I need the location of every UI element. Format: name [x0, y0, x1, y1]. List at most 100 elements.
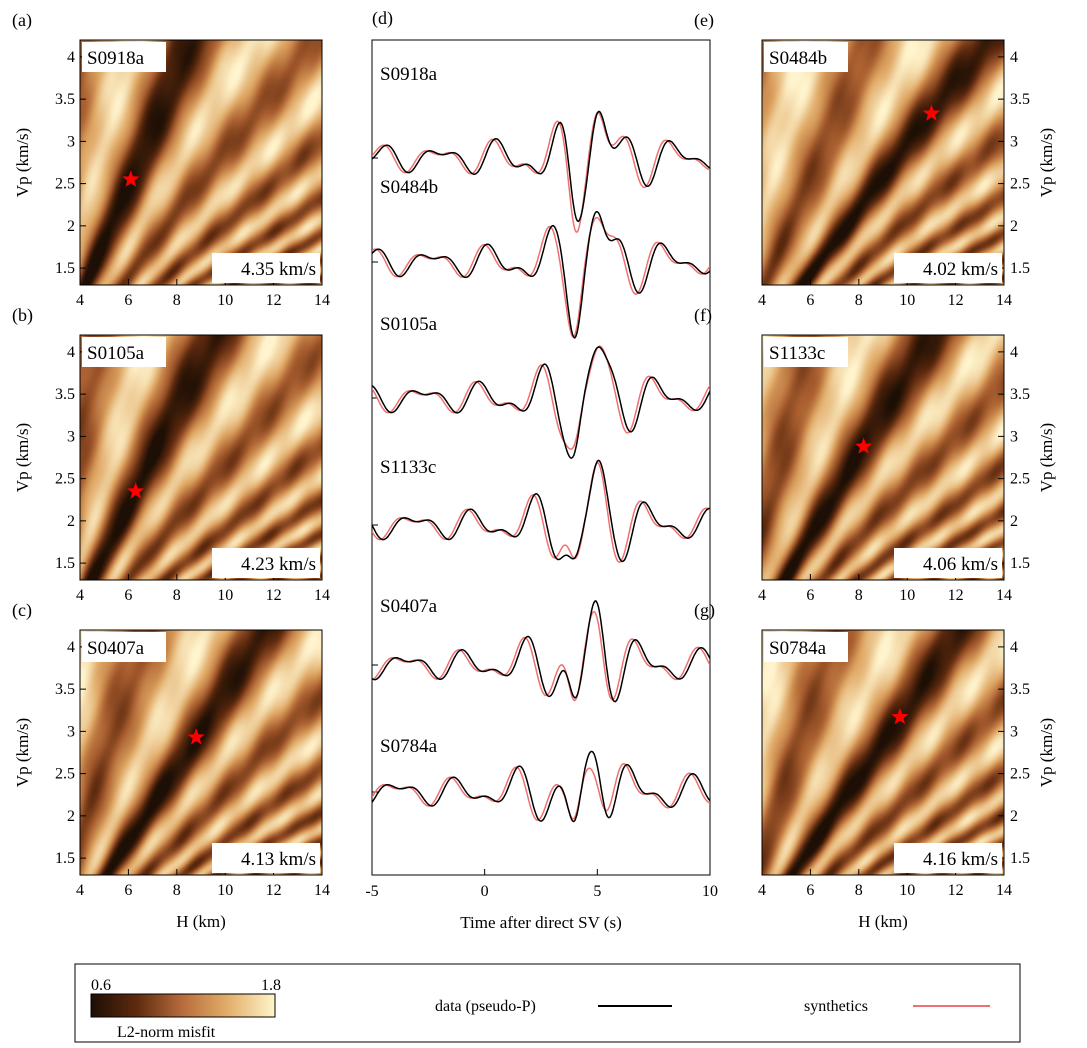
misfit-heatmap-g — [762, 630, 1004, 875]
panel-label-b: (b) — [12, 305, 33, 326]
x-tick-label: 14 — [996, 882, 1012, 899]
x-tick-label: 8 — [855, 292, 863, 309]
x-axis-label: H (km) — [176, 912, 226, 931]
event-name-box — [82, 632, 166, 662]
y-tick-label: 2 — [67, 808, 75, 825]
y-tick-label: 3.5 — [1010, 386, 1030, 403]
x-tick-label: 12 — [266, 587, 282, 604]
y-tick-label: 3.5 — [1010, 681, 1030, 698]
speed-value: 4.06 km/s — [923, 554, 998, 575]
panel-frame-f — [761, 334, 1005, 581]
synthetic-waveform — [372, 345, 710, 450]
x-axis-label: H (km) — [858, 912, 908, 931]
best-fit-star — [122, 170, 140, 187]
x-tick-label: 12 — [948, 882, 964, 899]
trace-S0784a: S0784a — [372, 736, 710, 823]
y-tick-label: 3 — [67, 428, 75, 445]
x-tick-label: 14 — [314, 292, 330, 309]
synthetic-waveform — [372, 216, 710, 338]
y-tick-label: 2.5 — [55, 471, 75, 488]
y-axis-label: Vp (km/s) — [1037, 423, 1056, 492]
trace-label: S1133c — [380, 457, 436, 478]
event-name-box — [764, 42, 848, 72]
best-fit-star — [922, 104, 940, 121]
best-fit-star — [855, 437, 873, 454]
x-tick-label: 10 — [899, 587, 915, 604]
trace-label: S0407a — [380, 596, 438, 617]
time-tick-label: 10 — [702, 883, 718, 900]
x-tick-label: 12 — [266, 882, 282, 899]
misfit-heatmap-a — [80, 40, 322, 285]
y-tick-label: 2.5 — [1010, 471, 1030, 488]
misfit-panel-c: (c) 4 6 8 10 12 14 1.5 2 2.5 3 3.5 4 Vp (km/s) H (km) S… — [12, 600, 330, 931]
trace-S0918a: S0918a — [372, 64, 710, 233]
trace-label: S0918a — [380, 64, 438, 85]
speed-box — [894, 253, 1002, 283]
synthetic-waveform — [372, 112, 710, 233]
y-tick-label: 3.5 — [55, 386, 75, 403]
trace-S1133c: S1133c — [372, 457, 710, 563]
misfit-heatmap-c — [80, 630, 322, 875]
best-fit-star — [891, 708, 909, 725]
x-tick-label: 4 — [758, 587, 766, 604]
y-tick-label: 3.5 — [1010, 91, 1030, 108]
data-waveform — [372, 750, 710, 823]
y-tick-label: 2 — [1010, 513, 1018, 530]
speed-value: 4.16 km/s — [923, 849, 998, 870]
colorbar-min-label: 0.6 — [91, 977, 111, 994]
panel-label-e: (e) — [694, 10, 714, 31]
panel-frame-g — [761, 629, 1005, 876]
legend-data-label: data (pseudo-P) — [435, 998, 536, 1015]
legend-box: 0.6 1.8 L2-norm misfit data (pseudo-P) s… — [74, 963, 1021, 1043]
y-axis-label: Vp (km/s) — [13, 423, 32, 492]
x-tick-label: 10 — [899, 292, 915, 309]
y-tick-label: 3 — [1010, 133, 1018, 150]
trace-S0407a: S0407a — [372, 596, 710, 703]
x-tick-label: 12 — [948, 587, 964, 604]
colorbar-max-label: 1.8 — [261, 977, 281, 994]
x-tick-label: 4 — [758, 292, 766, 309]
y-axis-label: Vp (km/s) — [13, 718, 32, 787]
speed-box — [894, 548, 1002, 578]
data-waveform — [372, 346, 710, 460]
x-tick-label: 10 — [217, 292, 233, 309]
misfit-panel-e: (e) 4 6 8 10 12 14 1.5 2 2.5 3 3.5 4 Vp (km/s) S0484b 4… — [694, 10, 1056, 309]
x-tick-label: 10 — [899, 882, 915, 899]
x-tick-label: 6 — [806, 882, 814, 899]
x-tick-label: 8 — [173, 292, 181, 309]
panel-frame-e — [761, 39, 1005, 286]
y-tick-label: 3 — [67, 723, 75, 740]
y-tick-label: 4 — [67, 49, 75, 66]
event-name-box — [764, 632, 848, 662]
trace-label: S0105a — [380, 314, 438, 335]
synthetic-waveform — [372, 763, 710, 821]
y-tick-label: 1.5 — [55, 850, 75, 867]
waveform-frame — [371, 39, 711, 876]
x-tick-label: 4 — [758, 882, 766, 899]
panel-label-d: (d) — [372, 8, 393, 29]
y-tick-label: 2 — [67, 513, 75, 530]
x-tick-label: 4 — [76, 882, 84, 899]
misfit-panel-g: (g) 4 6 8 10 12 14 1.5 2 2.5 3 3.5 4 Vp (km/s) H (km) S… — [694, 600, 1056, 931]
colorbar-label: L2-norm misfit — [117, 1024, 216, 1041]
trace-S0105a: S0105a — [372, 314, 710, 460]
y-tick-label: 2.5 — [1010, 176, 1030, 193]
panel-frame-a — [79, 39, 323, 286]
y-tick-label: 2.5 — [55, 176, 75, 193]
data-waveform — [372, 600, 710, 703]
speed-value: 4.23 km/s — [241, 554, 316, 575]
x-tick-label: 8 — [855, 882, 863, 899]
x-tick-label: 14 — [314, 882, 330, 899]
speed-value: 4.13 km/s — [241, 849, 316, 870]
y-axis-label: Vp (km/s) — [1037, 128, 1056, 197]
event-name-box — [764, 337, 848, 367]
x-tick-label: 6 — [806, 587, 814, 604]
x-tick-label: 14 — [996, 587, 1012, 604]
speed-box — [212, 548, 320, 578]
trace-label: S0784a — [380, 736, 438, 757]
data-waveform — [372, 110, 710, 223]
y-tick-label: 2 — [1010, 218, 1018, 235]
x-tick-label: 12 — [266, 292, 282, 309]
y-tick-label: 4 — [67, 639, 75, 656]
